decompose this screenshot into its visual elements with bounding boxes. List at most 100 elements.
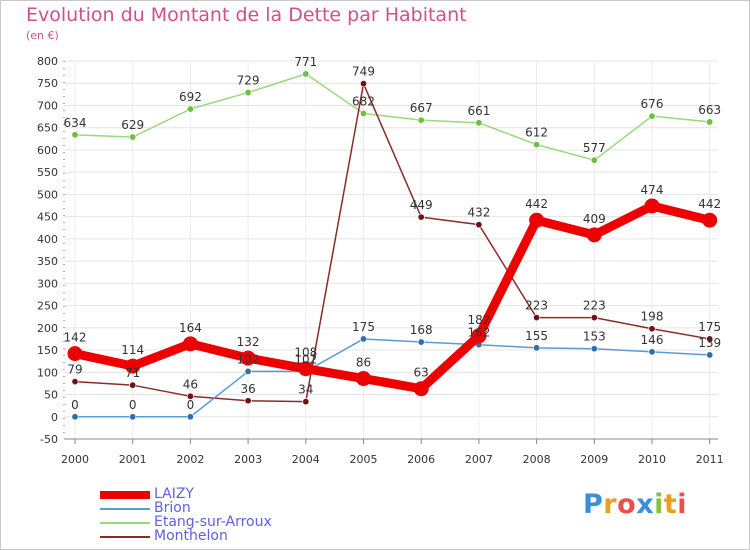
data-point (186, 105, 194, 113)
data-label: 667 (410, 101, 433, 115)
data-point (186, 392, 194, 400)
logo-letter: t (663, 489, 678, 520)
data-point (529, 212, 545, 228)
y-tick-label: 750 (37, 77, 58, 90)
data-label: 409 (583, 212, 606, 226)
data-point (648, 348, 656, 356)
data-point (417, 338, 425, 346)
x-tick-label: 2003 (234, 453, 262, 466)
x-tick-label: 2007 (465, 453, 493, 466)
legend-item-etang-sur-arroux: Etang-sur-Arroux (100, 514, 360, 530)
x-tick-label: 2000 (61, 453, 89, 466)
data-point (244, 367, 252, 375)
series-laizy (67, 198, 718, 397)
data-label: 676 (641, 97, 664, 111)
logo-letter: i (677, 489, 688, 520)
data-label: 146 (641, 333, 664, 347)
legend-label-monthelon: Monthelon (154, 528, 228, 544)
legend: LAIZY Brion Etang-sur-Arroux Monthelon (100, 486, 360, 544)
data-point (244, 397, 252, 405)
y-tick-label: 650 (37, 122, 58, 135)
data-point (302, 398, 310, 406)
y-tick-label: 300 (37, 277, 58, 290)
data-point (244, 89, 252, 97)
legend-swatch-etang-sur-arroux (100, 522, 150, 524)
data-label: 164 (179, 321, 202, 335)
data-label: 629 (121, 118, 144, 132)
data-label: 0 (187, 398, 195, 412)
data-label: 634 (64, 116, 87, 130)
y-tick-label: 700 (37, 99, 58, 112)
data-label: 175 (698, 320, 721, 334)
y-tick-label: -50 (40, 433, 58, 446)
y-tick-label: 50 (44, 389, 58, 402)
data-point (475, 119, 483, 127)
data-point (533, 344, 541, 352)
data-label: 34 (298, 383, 313, 397)
data-label: 198 (641, 310, 664, 324)
logo-letter: P (583, 489, 604, 520)
data-label: 102 (237, 352, 260, 366)
data-point (356, 371, 371, 387)
legend-item-monthelon: Monthelon (100, 528, 360, 544)
data-label: 577 (583, 141, 606, 155)
y-tick-label: 0 (51, 411, 58, 424)
x-tick-label: 2006 (407, 453, 435, 466)
y-tick-label: 500 (37, 188, 58, 201)
chart-subtitle: (en €) (26, 29, 59, 42)
y-tick-label: 200 (37, 322, 58, 335)
x-tick-label: 2004 (292, 453, 320, 466)
data-label: 155 (525, 329, 548, 343)
data-label: 71 (125, 366, 140, 380)
data-point (71, 413, 79, 421)
data-point (129, 133, 137, 141)
data-label: 36 (240, 382, 255, 396)
data-label: 63 (414, 366, 429, 380)
y-tick-label: 350 (37, 255, 58, 268)
series-line-brion (74, 338, 711, 418)
series-line-etang-sur-arroux (74, 73, 711, 161)
data-label: 223 (525, 299, 548, 313)
data-point (125, 358, 141, 374)
series-line-laizy (70, 201, 715, 394)
data-label: 771 (294, 55, 317, 69)
y-tick-label: 150 (37, 344, 58, 357)
data-label: 474 (641, 183, 664, 197)
data-point (417, 213, 425, 221)
y-tick-label: 250 (37, 300, 58, 313)
data-point (533, 141, 541, 149)
legend-swatch-monthelon (100, 536, 150, 538)
data-point (71, 131, 79, 139)
proxiti-logo: Proxiti (583, 489, 687, 520)
logo-letter: r (603, 489, 618, 520)
data-point (590, 314, 598, 322)
series-line-monthelon (74, 82, 711, 403)
data-label: 0 (129, 398, 137, 412)
data-label: 175 (352, 320, 375, 334)
data-label: 132 (237, 335, 260, 349)
data-label: 442 (525, 197, 548, 211)
data-label: 114 (121, 343, 144, 357)
data-point (302, 70, 310, 78)
y-tick-label: 450 (37, 211, 58, 224)
data-point (644, 198, 660, 214)
data-point (648, 325, 656, 333)
data-label: 749 (352, 65, 375, 79)
data-label: 46 (183, 377, 198, 391)
data-label: 449 (410, 198, 433, 212)
legend-label-laizy: LAIZY (154, 486, 194, 502)
data-point (129, 381, 137, 389)
data-label: 79 (67, 363, 82, 377)
legend-label-etang-sur-arroux: Etang-sur-Arroux (154, 514, 272, 530)
data-point (417, 116, 425, 124)
data-point (586, 227, 602, 243)
data-point (413, 381, 429, 397)
data-point (475, 221, 483, 229)
x-tick-label: 2010 (638, 453, 666, 466)
series-monthelon (71, 80, 714, 406)
data-label: 442 (698, 197, 721, 211)
data-point (186, 413, 194, 421)
data-point (533, 314, 541, 322)
data-label: 432 (467, 206, 490, 220)
legend-label-brion: Brion (154, 500, 191, 516)
